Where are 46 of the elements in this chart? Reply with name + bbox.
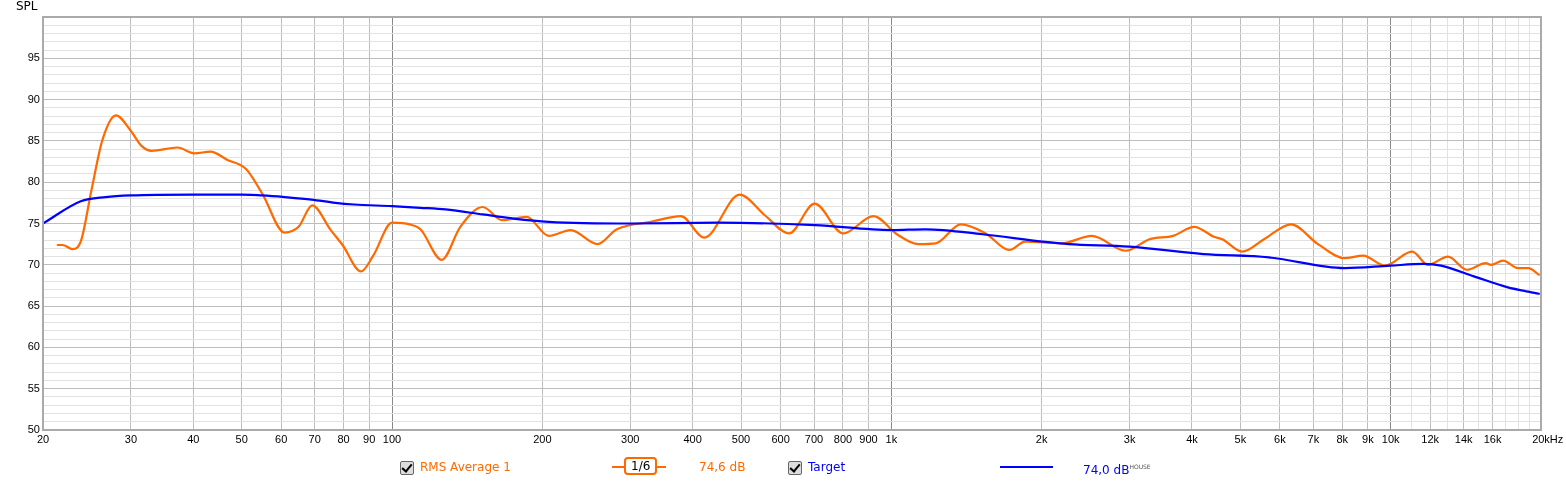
- x-tick-label: 300: [621, 432, 640, 445]
- y-axis-title: SPL: [16, 0, 38, 14]
- x-tick-label: 500: [731, 432, 751, 445]
- x-tick-label: 400: [683, 432, 702, 445]
- text: Target: [808, 459, 846, 476]
- text: 1/6: [624, 457, 658, 475]
- x-tick-label: 800: [833, 432, 853, 445]
- x-tick-label: 14k: [1454, 432, 1474, 445]
- x-tick-label: 12k: [1421, 432, 1440, 445]
- x-tick-label: 900: [859, 432, 878, 445]
- x-tick-label: 6k: [1274, 432, 1287, 445]
- x-tick-label: 70: [308, 432, 321, 445]
- y-tick-label: 65: [27, 299, 40, 312]
- y-tick-label: 70: [27, 257, 40, 270]
- x-tick-label: 50: [235, 432, 248, 445]
- x-tick-label: 600: [771, 432, 790, 445]
- x-tick-label: 30: [124, 432, 138, 445]
- x-tick-label: 40: [187, 432, 200, 445]
- y-tick-label: 60: [27, 340, 40, 353]
- x-tick-label: 90: [363, 432, 376, 445]
- x-tick-label: 60: [275, 432, 288, 445]
- x-tick-label: 3k: [1123, 432, 1136, 445]
- x-tick-label: 80: [337, 432, 350, 445]
- x-tick-label: 16k: [1483, 432, 1502, 445]
- text: 74,0 dB$^{HOUSE}$: [1083, 462, 1151, 479]
- x-tick-label: 7k: [1307, 432, 1320, 445]
- y-tick-label: 85: [27, 133, 40, 146]
- x-tick-label: 700: [804, 432, 824, 445]
- x-tick-label: 8k: [1336, 432, 1349, 445]
- x-tick-label: 1k: [885, 432, 898, 445]
- x-tick-label: 5k: [1234, 432, 1247, 445]
- y-tick-label: 55: [27, 381, 40, 394]
- y-tick-label: 75: [27, 216, 40, 229]
- x-tick-label: 2k: [1035, 432, 1048, 445]
- x-tick-label: 200: [533, 432, 552, 445]
- y-tick-label: 95: [27, 51, 40, 64]
- x-tick-label: 9k: [1362, 432, 1375, 445]
- y-tick-label: 90: [27, 92, 40, 105]
- x-tick-label: 20k: [1532, 432, 1551, 445]
- y-tick-label: 80: [27, 175, 40, 188]
- x-axis-title: Hz: [1549, 432, 1564, 445]
- x-tick-label: 10k: [1381, 432, 1401, 445]
- text: 74,6 dB: [699, 459, 746, 476]
- x-tick-label: 4k: [1186, 432, 1199, 445]
- text: RMS Average 1: [420, 459, 511, 476]
- x-tick-label: 100: [382, 432, 402, 445]
